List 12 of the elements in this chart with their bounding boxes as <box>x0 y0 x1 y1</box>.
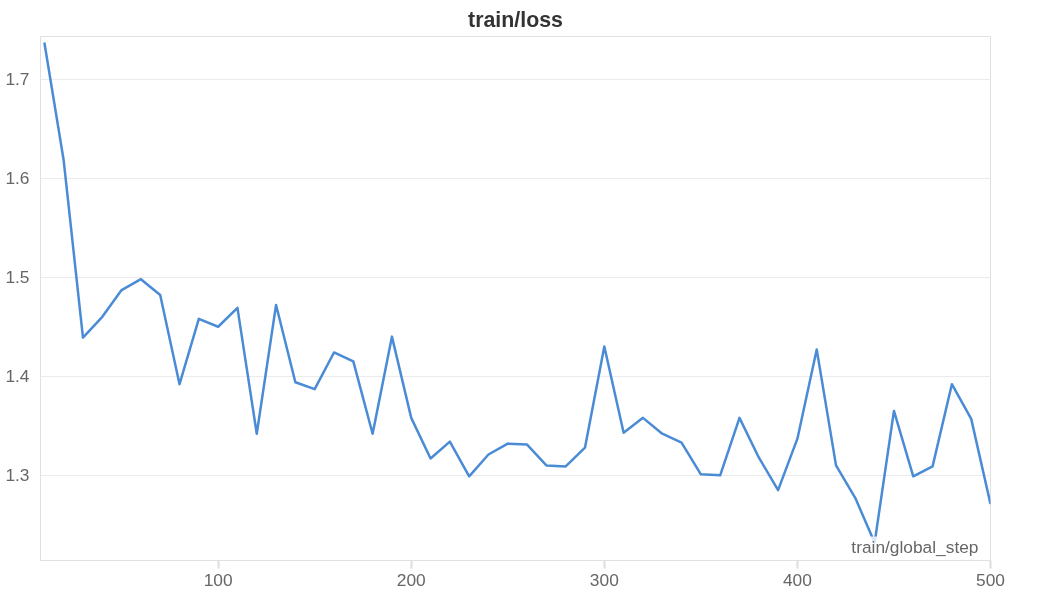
x-tick-label: 400 <box>782 569 812 590</box>
x-tick-label: 200 <box>396 569 426 590</box>
x-tick-label: 300 <box>589 569 619 590</box>
y-tick-label: 1.5 <box>5 267 30 288</box>
y-tick-label: 1.4 <box>5 366 30 387</box>
x-axis-title: train/global_step <box>851 536 979 557</box>
x-tick-label: 500 <box>976 569 1005 590</box>
y-tick-label: 1.6 <box>5 168 30 189</box>
x-tick-label: 100 <box>203 569 233 590</box>
chart-title: train/loss <box>468 7 563 32</box>
y-tick-label: 1.7 <box>5 69 30 90</box>
y-tick-label: 1.3 <box>5 465 30 486</box>
